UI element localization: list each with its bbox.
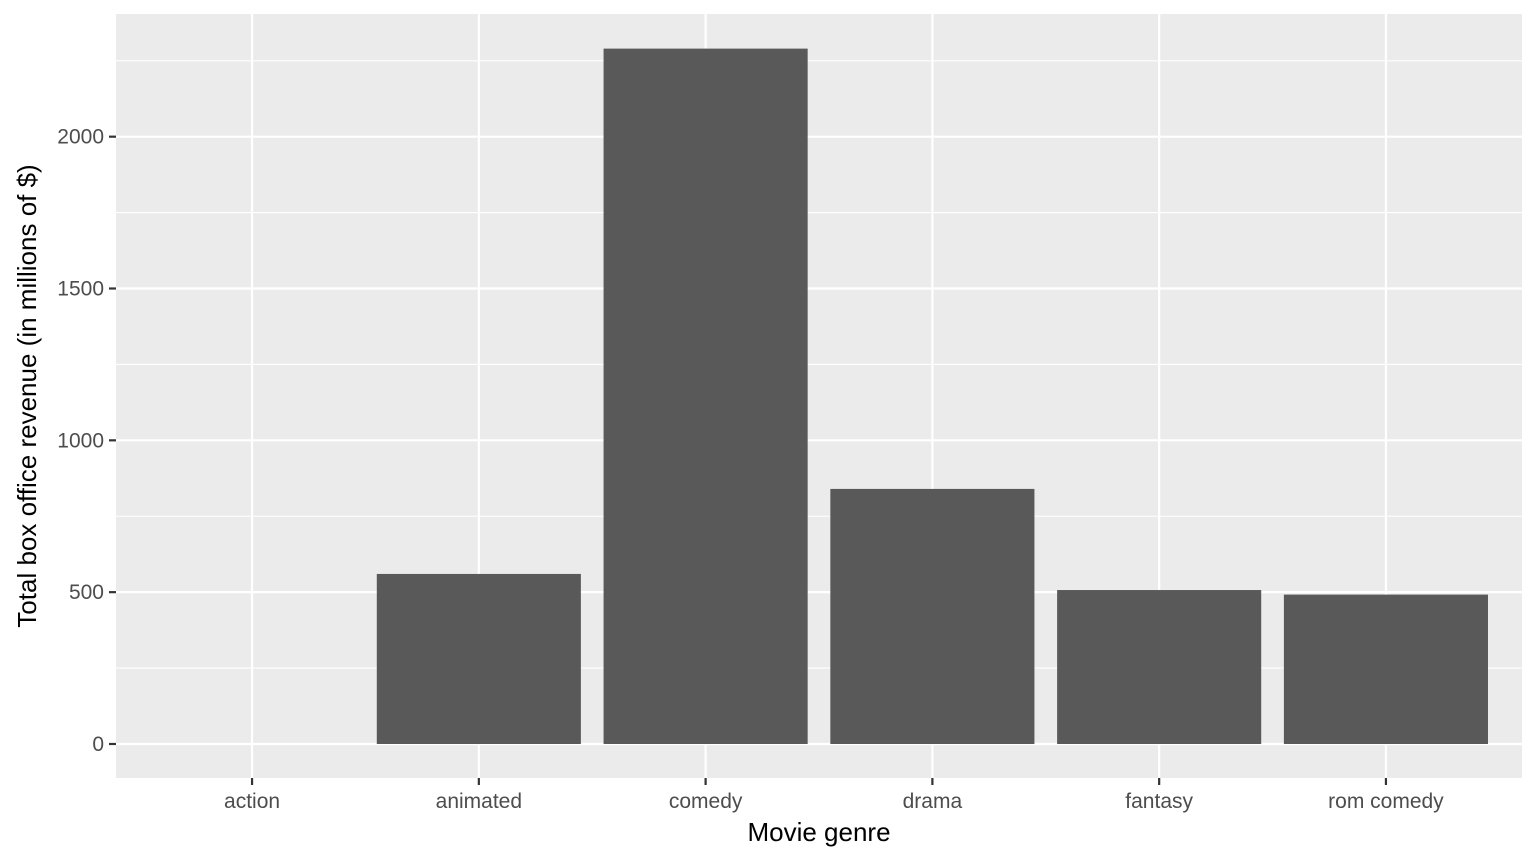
x-tick-label: animated [436, 790, 522, 813]
y-tick-label: 1500 [57, 278, 104, 301]
y-tick-label: 500 [69, 581, 104, 604]
y-axis: 0 500 1000 1500 2000 [57, 126, 116, 756]
x-tick-label: comedy [669, 790, 743, 813]
y-tick-label: 2000 [57, 126, 104, 149]
bar-rom-comedy [1283, 594, 1488, 744]
y-axis-title: Total box office revenue (in millions of… [12, 164, 42, 627]
y-tick-label: 1000 [57, 429, 104, 452]
major-gridlines [116, 14, 1522, 778]
bar-comedy [603, 48, 808, 744]
x-tick-label: action [224, 790, 280, 813]
bar-drama [830, 488, 1035, 744]
x-axis: action animated comedy drama fantasy rom come… [224, 778, 1444, 813]
bar-fantasy [1057, 590, 1262, 744]
bar-animated [376, 573, 581, 744]
y-tick-label: 0 [92, 733, 104, 756]
x-tick-label: drama [903, 790, 963, 813]
x-tick-label: fantasy [1125, 790, 1193, 813]
x-tick-label: rom comedy [1328, 790, 1444, 813]
bars [376, 48, 1488, 744]
x-axis-title: Movie genre [747, 817, 890, 847]
